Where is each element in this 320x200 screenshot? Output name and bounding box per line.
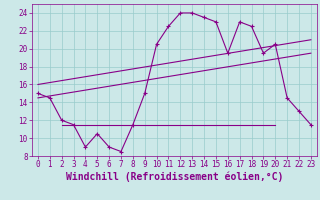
X-axis label: Windchill (Refroidissement éolien,°C): Windchill (Refroidissement éolien,°C) [66,172,283,182]
